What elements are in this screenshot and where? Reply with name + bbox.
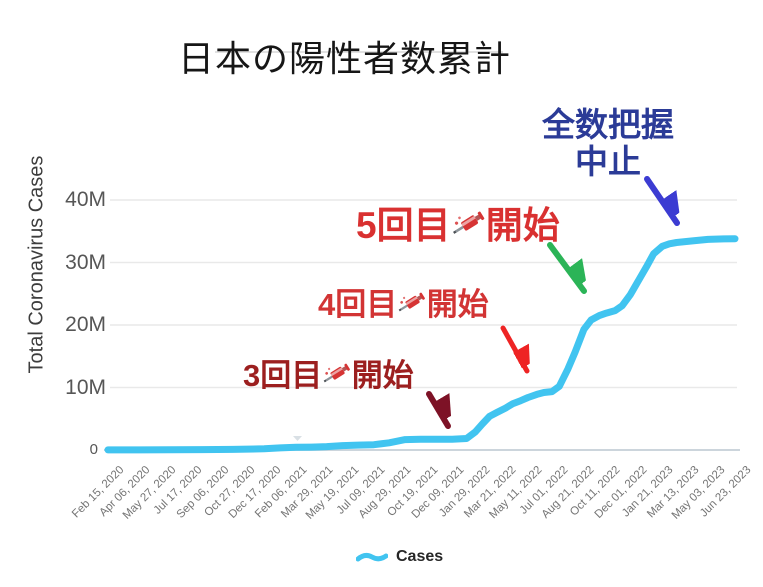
tooltip-caret-artifact [293,436,302,441]
arrow-5th-dose [547,242,584,294]
annotation-5th-dose-suffix: 開始 [485,205,560,247]
chart-title: 日本の陽性者数累計 [178,38,512,79]
annotation-5th-dose-prefix: 5回目 [356,205,451,247]
y-tick-label: 20M [65,313,106,336]
y-tick-label: 40M [65,188,106,211]
arrow-4th-dose [500,325,527,374]
legend-item-cases[interactable]: Cases [356,548,443,566]
y-tick-label: 10M [65,375,106,399]
cases-line [104,235,739,454]
legend-label: Cases [396,548,444,565]
annotation-tracking-stop-line2: 中止 [575,143,641,180]
annotation-4th-dose: 4回目 開始 [318,288,489,324]
annotation-arrows [426,176,677,429]
arrow-3rd-dose [426,391,448,429]
title-underline-artifact [215,51,503,53]
annotation-tracking-stop: 全数把握 中止 [536,106,680,180]
syringe-icon [322,359,351,395]
annotation-5th-dose: 5回目 開始 [356,206,560,249]
annotation-4th-dose-prefix: 4回目 [318,287,398,322]
annotation-3rd-dose-suffix: 開始 [351,358,414,393]
gridlines [104,199,740,451]
cases-line-swatch-icon [356,552,388,562]
annotation-3rd-dose: 3回目 開始 [243,359,414,395]
syringe-icon [397,288,426,324]
syringe-icon [451,206,486,249]
y-tick-label: 0 [89,441,98,458]
annotation-4th-dose-suffix: 開始 [426,287,489,322]
y-tick-label: 30M [65,250,106,274]
cases-line-layer [104,235,739,454]
annotation-tracking-stop-line1: 全数把握 [542,106,674,143]
annotation-3rd-dose-prefix: 3回目 [243,358,323,393]
arrow-tracking-stop [644,176,677,226]
